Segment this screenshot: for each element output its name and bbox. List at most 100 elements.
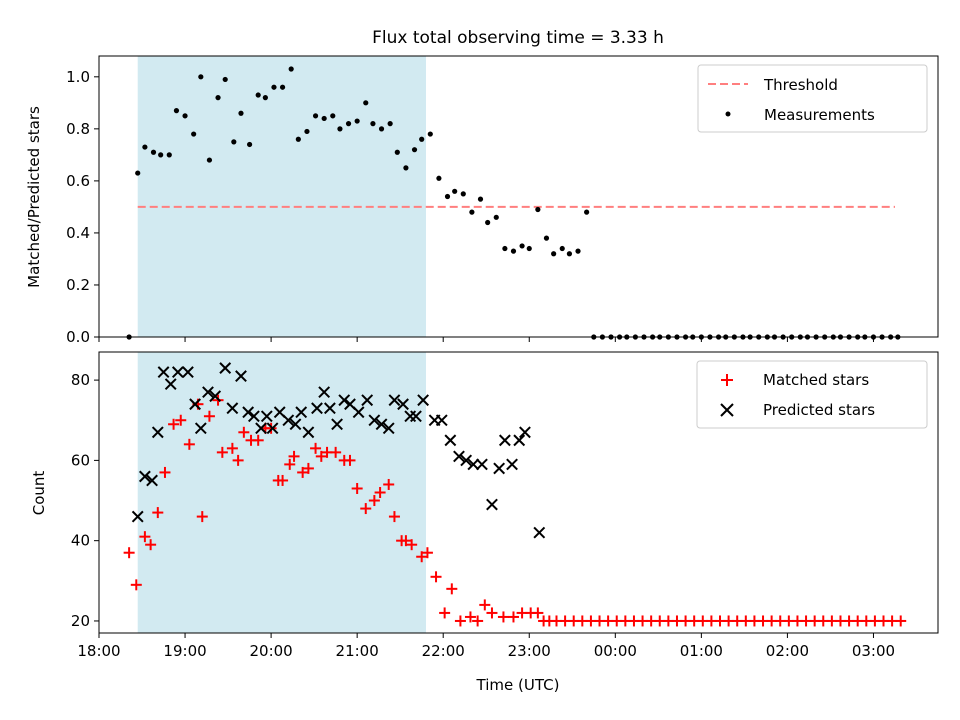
predicted-star-point [476,458,488,471]
predicted-star-point [375,418,388,431]
y-tick-label: 0.4 [66,224,90,242]
y-tick-label: 80 [71,371,90,389]
measurement-point [535,206,541,213]
predicted-star-point [260,410,273,423]
matched-star-point [895,615,907,627]
measurement-point [198,74,204,80]
bottom-panel: 20 40 60 80 18:00 19:00 20:00 21:00 22:00 23:00 0… [30,351,939,694]
legend-measurements-swatch [725,111,731,117]
matched-star-point [446,583,458,595]
matched-star-point [416,551,428,563]
measurement-point [238,110,244,116]
predicted-star-point [368,414,381,427]
predicted-star-point [318,386,331,399]
measurement-point [231,139,237,145]
measurement-point [477,196,484,202]
predicted-star-point [226,402,239,415]
predicted-star-point [151,426,164,439]
matched-star-point [315,450,327,462]
y-tick-label: 20 [71,612,90,630]
predicted-star-point [171,366,184,378]
measurement-point [378,126,385,132]
measurement-point [403,165,409,171]
matched-star-point [344,454,356,466]
predicted-star-point [209,390,222,403]
matched-star-point [238,426,250,438]
matched-star-point [302,462,314,474]
y-tick-label: 0.8 [66,120,90,138]
measurement-point [135,170,141,176]
matched-star-point [139,531,151,543]
matched-star-point [277,474,289,486]
matched-star-point [252,434,264,446]
measurement-point [173,108,180,114]
predicted-star-point [194,422,207,435]
matched-star-point [196,511,208,523]
matched-star-point [454,615,466,627]
predicted-star-point [498,434,511,447]
bottom-legend-box [696,360,928,429]
x-tick-label: 19:00 [163,642,206,660]
measurement-point [419,136,425,142]
x-tick-label: 01:00 [680,642,723,660]
chart-title: Flux total observing time = 3.33 h [372,28,664,48]
measurement-point [493,214,499,220]
predicted-star-point [519,426,531,439]
predicted-star-point [382,422,395,435]
measurement-point [304,128,310,135]
measurement-point [288,66,294,72]
predicted-star-point [302,426,315,439]
legend-measurements-label: Measurements [764,106,875,124]
matched-star-point [152,507,164,519]
predicted-star-point [235,370,247,382]
predicted-star-point [311,402,323,415]
predicted-star-point [397,398,409,411]
matched-star-point [351,482,363,494]
measurement-point [427,131,433,137]
predicted-star-point [460,454,473,467]
measurement-point [222,76,228,83]
matched-star-point [183,438,195,450]
matched-star-point [507,611,519,623]
measurement-point [312,113,319,119]
predicted-star-point [182,366,194,378]
matched-star-point [421,547,433,559]
x-tick-label: 22:00 [422,642,465,660]
measurement-point [142,144,148,150]
predicted-star-point [247,410,260,423]
measurement-point [559,245,565,252]
matched-star-point [430,571,442,583]
measurement-point [354,118,360,124]
bottom-x-ticks: 18:00 19:00 20:00 21:00 22:00 23:00 00:00 01:00… [77,633,895,660]
matched-star-point [383,478,395,490]
measurement-point [191,131,197,137]
y-tick-label: 0.6 [66,172,90,190]
measurement-point [330,113,336,119]
x-tick-label: 03:00 [852,642,895,660]
predicted-star-point [202,386,214,399]
predicted-star-point [131,510,144,523]
matched-star-point [297,466,309,478]
matched-star-point [400,535,412,547]
measurement-point [551,251,557,257]
measurement-point [460,191,466,197]
predicted-star-point [493,462,506,475]
matched-star-points [123,394,907,627]
measurement-point [519,243,525,249]
measurement-point [206,157,213,163]
matched-star-point [439,607,451,619]
matched-star-point [175,414,187,426]
predicted-star-point [189,398,201,411]
y-tick-label: 1.0 [66,68,90,86]
legend-matched-label: Matched stars [763,371,869,389]
x-axis-label: Time (UTC) [476,676,560,694]
x-tick-label: 02:00 [766,642,809,660]
measurement-point [150,149,157,155]
measurement-point [510,248,517,254]
predicted-star-point [388,394,401,407]
measurement-point [387,121,393,127]
x-tick-label: 23:00 [508,642,551,660]
predicted-star-point [219,362,232,374]
predicted-star-point [506,458,518,471]
